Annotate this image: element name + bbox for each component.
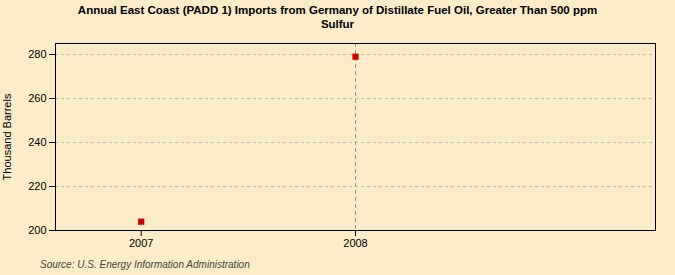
svg-text:200: 200 (28, 224, 46, 236)
html-text:Annual East Coast (PADD 1) Imp: Annual East Coast (PADD 1) Imports from … (77, 4, 598, 30)
html-text:Source: U.S. Energy Informatio: Source: U.S. Energy Information Administ… (40, 259, 250, 270)
svg-text:2007: 2007 (129, 237, 153, 249)
svg-text:260: 260 (28, 92, 46, 104)
svg-text:280: 280 (28, 48, 46, 60)
svg-text:Thousand Barrels: Thousand Barrels (1, 93, 13, 180)
svg-text:2008: 2008 (343, 237, 367, 249)
svg-text:240: 240 (28, 136, 46, 148)
svg-text:220: 220 (28, 180, 46, 192)
